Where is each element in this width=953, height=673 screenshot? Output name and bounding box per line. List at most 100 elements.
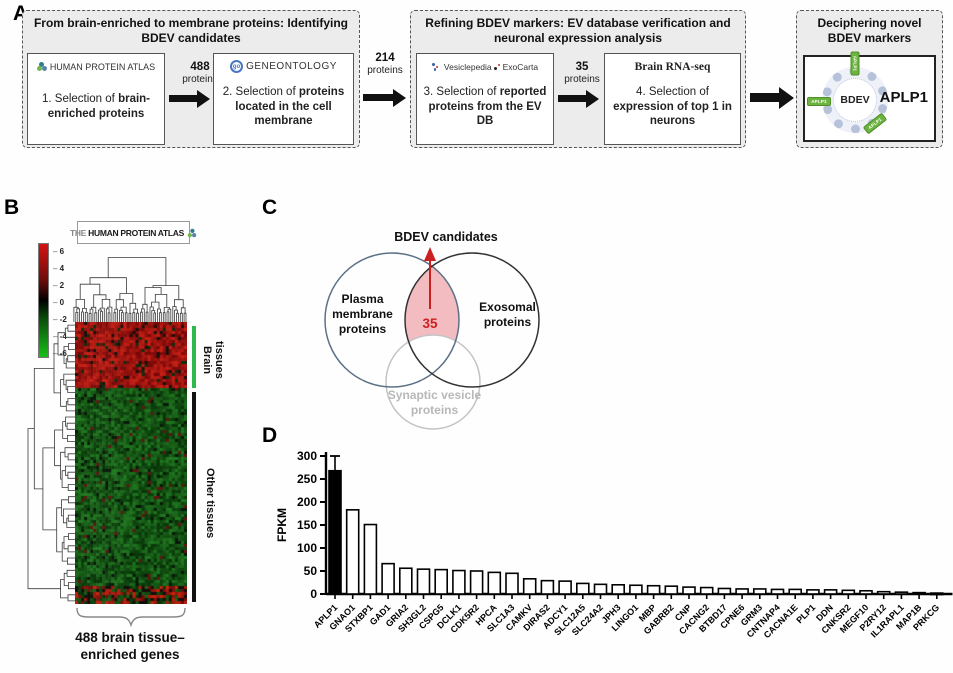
brain-tissues-bar bbox=[192, 326, 196, 388]
bar-STXBP1 bbox=[363, 523, 378, 595]
bar-JPH3 bbox=[611, 584, 626, 595]
y-tick-label: 250 bbox=[297, 472, 317, 486]
bar-HPCA bbox=[487, 571, 502, 595]
aplp1-tag-top: APLP1 bbox=[850, 51, 860, 76]
step1-box: HUMAN PROTEIN ATLAS 1. Selection of brai… bbox=[27, 53, 165, 145]
y-axis-title: FPKM bbox=[275, 508, 289, 542]
arrow-35-icon bbox=[558, 95, 586, 102]
bar-APLP1 bbox=[328, 469, 342, 595]
venn-right-circle bbox=[404, 252, 540, 388]
y-tick-label: 0 bbox=[310, 587, 317, 601]
bar-GNAO1 bbox=[345, 509, 360, 595]
y-tick-label: 200 bbox=[297, 495, 317, 509]
bar-IL1RAPL1 bbox=[894, 591, 909, 595]
stage3-box: Deciphering novel BDEV markers BDEV APLP… bbox=[796, 10, 943, 148]
bar-CAMKV bbox=[522, 578, 537, 595]
y-tick-label: 300 bbox=[297, 449, 317, 463]
exocarta-icon bbox=[493, 62, 501, 72]
stage2-title: Refining BDEV markers: EV database verif… bbox=[425, 16, 731, 45]
colorbar-tick: -6 bbox=[53, 349, 73, 358]
heatmap-colorbar bbox=[38, 243, 49, 358]
colorbar-tick: 0 bbox=[53, 298, 73, 307]
bar-SLC12A5 bbox=[575, 582, 590, 595]
bar-LINGO1 bbox=[629, 584, 643, 595]
bar-SH3GL2 bbox=[416, 568, 431, 595]
candidates-arrow-head bbox=[424, 247, 436, 261]
geneontology-logo-text: GENEONTOLOGY bbox=[246, 61, 337, 72]
arrow1-icon bbox=[169, 95, 197, 102]
brain-tissues-label: Brain tissues bbox=[201, 341, 226, 379]
step4-box: Brain RNA-seq 4. Selection of expression… bbox=[604, 53, 741, 145]
step1-text: 1. Selection of brain-enriched proteins bbox=[41, 93, 151, 120]
hpa-atlas-logo-box: THE HUMAN PROTEIN ATLAS bbox=[70, 221, 197, 244]
bar-CNP bbox=[682, 586, 696, 595]
colorbar-tick: -4 bbox=[53, 332, 73, 341]
bar-GABRB2 bbox=[664, 585, 679, 595]
geneontology-icon: go bbox=[230, 60, 244, 73]
stage2-box: Refining BDEV markers: EV database verif… bbox=[410, 10, 746, 148]
row-dendrogram bbox=[27, 324, 75, 602]
bar-GRM3 bbox=[752, 588, 767, 595]
hpa-logo-prefix: THE bbox=[70, 227, 87, 238]
bar-MAP1B bbox=[912, 591, 926, 595]
panel-b-label: B bbox=[4, 196, 20, 219]
x-tick-label: PLP1 bbox=[794, 602, 817, 625]
overlap-count: 35 bbox=[422, 316, 438, 331]
bar-CSPG5 bbox=[434, 568, 448, 595]
bar-GAD1 bbox=[381, 562, 395, 595]
bar-ADCY1 bbox=[558, 580, 572, 595]
venn-left-label: Plasma membrane proteins bbox=[332, 292, 393, 336]
expression-heatmap bbox=[75, 322, 187, 604]
step3-text: 3. Selection of reported proteins from t… bbox=[423, 85, 547, 128]
bar-BTBD17 bbox=[717, 587, 732, 595]
stage1-title: From brain-enriched to membrane proteins… bbox=[33, 16, 349, 45]
bar-DDN bbox=[823, 589, 838, 595]
panel-c-label: C bbox=[262, 196, 278, 219]
colorbar-tick: -2 bbox=[53, 315, 73, 324]
y-tick-label: 50 bbox=[304, 564, 318, 578]
arrow-214-icon bbox=[363, 94, 393, 101]
bar-MBP bbox=[646, 584, 661, 595]
hpa-logo-text: HUMAN PROTEIN ATLAS bbox=[49, 61, 156, 72]
bar-P2RY12 bbox=[876, 590, 891, 595]
y-tick-label: 150 bbox=[297, 518, 317, 532]
colorbar-tick: 6 bbox=[53, 247, 73, 256]
vesiclepedia-logo-text: Vesiclepedia bbox=[443, 61, 492, 72]
bar-GRIA2 bbox=[399, 567, 413, 595]
vesicle-illustration: BDEV APLP1 APLP1 APLP1 APLP1 bbox=[803, 51, 936, 142]
bar-SLC1A3 bbox=[505, 572, 519, 595]
heatmap-caption: 488 brain tissue– enriched genes bbox=[75, 630, 185, 662]
step4-text: 4. Selection of expression of top 1 in n… bbox=[613, 85, 732, 128]
step2-box: go GENEONTOLOGY 2. Selection of proteins… bbox=[213, 53, 354, 145]
venn-right-label: Exosomal proteins bbox=[479, 300, 536, 329]
bar-DCLK1 bbox=[452, 569, 466, 595]
brace-icon bbox=[76, 607, 186, 628]
arrow1-label: 488 proteins bbox=[182, 61, 218, 85]
vesiclepedia-icon bbox=[431, 62, 442, 72]
bar-PLP1 bbox=[806, 589, 820, 595]
bar-MEGF10 bbox=[859, 589, 873, 595]
brain-rnaseq-logo-text: Brain RNA-seq bbox=[634, 60, 711, 73]
bar-CACNA1E bbox=[788, 588, 803, 595]
hpa-trefoil-icon-small bbox=[187, 228, 197, 237]
venn-diagram: 35 bbox=[324, 247, 540, 430]
venn-title: BDEV candidates bbox=[394, 230, 498, 244]
other-tissues-label: Other tissues bbox=[204, 467, 217, 539]
bdev-label: BDEV bbox=[840, 94, 870, 106]
panel-d-label: D bbox=[262, 424, 278, 447]
colorbar-tick: 4 bbox=[53, 264, 73, 273]
arrow-35-label: 35 proteins bbox=[564, 61, 600, 85]
exocarta-logo-text: ExoCarta bbox=[502, 61, 539, 72]
arrow-214-label: 214 proteins bbox=[367, 52, 403, 76]
stage1-box: From brain-enriched to membrane proteins… bbox=[22, 10, 360, 148]
bar-CDK5R2 bbox=[469, 570, 484, 595]
bar-CNTNAP4 bbox=[770, 588, 785, 595]
step2-text: 2. Selection of proteins located in the … bbox=[222, 85, 345, 128]
venn-bottom-circle bbox=[385, 334, 481, 430]
other-tissues-bar bbox=[192, 392, 196, 602]
hpa-trefoil-icon bbox=[36, 61, 47, 72]
aplp1-tag-left: APLP1 bbox=[807, 97, 831, 106]
bar-CNKSR2 bbox=[841, 589, 856, 595]
step3-box: Vesiclepedia ExoCarta 3. Selection of re… bbox=[416, 53, 554, 145]
column-dendrogram bbox=[73, 257, 187, 322]
